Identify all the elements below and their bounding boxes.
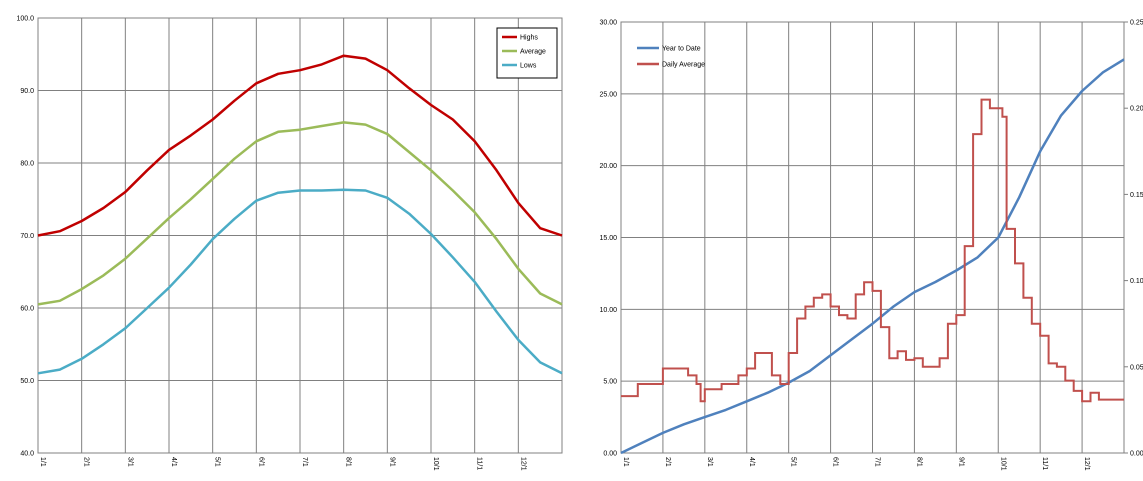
x-tick-label: 5/1 — [214, 457, 221, 467]
chart-right-svg: 0.00 5.00 10.00 15.00 20.00 25.00 30.00 0.00 0.0… — [599, 20, 1143, 471]
y2-tick-label: 0.10 — [1130, 278, 1143, 285]
x-tick-label: 7/1 — [874, 457, 881, 467]
y-tick-label: 30.00 — [599, 20, 617, 27]
series-line-year-to-date — [620, 58, 1125, 455]
x-tick-label: 4/1 — [748, 457, 755, 467]
y-tick-label: 20.00 — [599, 163, 617, 170]
y-tick-label: 80.0 — [20, 161, 34, 168]
y-tick-label: 5.00 — [603, 379, 617, 386]
legend-label-year-to-date: Year to Date — [662, 46, 701, 53]
x-tick-label: 4/1 — [170, 457, 177, 467]
y-tick-label: 70.0 — [20, 233, 34, 240]
chart-left-svg: 40.0 50.0 60.0 70.0 80.0 90.0 100.0 1/1 2/1 3/1 4/… — [16, 16, 563, 471]
x-tick-label: 9/1 — [957, 457, 964, 467]
y-tick-label: 100.0 — [16, 16, 34, 23]
y-tick-label: 50.0 — [20, 378, 34, 385]
y2-tick-label: 0.20 — [1130, 106, 1143, 113]
x-tick-label: 3/1 — [126, 457, 133, 467]
series-line-average — [37, 121, 563, 306]
legend-label-lows: Lows — [520, 63, 537, 70]
chart-highs-average-lows: 40.0 50.0 60.0 70.0 80.0 90.0 100.0 1/1 2/1 3/1 4/… — [0, 0, 566, 481]
series-line-daily-average — [621, 98, 1124, 403]
y2-tick-label: 0.05 — [1130, 364, 1143, 371]
legend-label-daily-average: Daily Average — [662, 62, 705, 69]
y-tick-label: 40.0 — [20, 451, 34, 458]
x-tick-label: 3/1 — [706, 457, 713, 467]
x-tick-label: 11/1 — [476, 457, 483, 470]
y-tick-label: 90.0 — [20, 88, 34, 95]
series-line-lows — [37, 188, 563, 375]
x-tick-label: 5/1 — [790, 457, 797, 467]
x-tick-label: 8/1 — [915, 457, 922, 467]
x-tick-label: 9/1 — [388, 457, 395, 467]
x-tick-label: 8/1 — [345, 457, 352, 467]
y-tick-label: 60.0 — [20, 306, 34, 313]
legend: Highs Average Lows — [496, 27, 558, 79]
x-tick-label: 2/1 — [664, 457, 671, 467]
y-tick-label: 15.00 — [599, 235, 617, 242]
chart-year-to-date-daily-average: 0.00 5.00 10.00 15.00 20.00 25.00 30.00 0.00 0.0… — [577, 0, 1143, 481]
x-tick-label: 11/1 — [1041, 457, 1048, 470]
y2-tick-label: 0.15 — [1130, 192, 1143, 199]
y-tick-label: 10.00 — [599, 307, 617, 314]
legend-label-highs: Highs — [520, 35, 538, 42]
series-line-highs — [37, 54, 563, 237]
x-tick-label: 1/1 — [39, 457, 46, 467]
legend-label-average: Average — [520, 49, 546, 56]
x-tick-label: 12/1 — [519, 457, 526, 471]
x-tick-label: 6/1 — [257, 457, 264, 467]
y2-tick-label: 0.25 — [1130, 20, 1143, 27]
x-tick-label: 10/1 — [999, 457, 1006, 471]
x-tick-label: 2/1 — [83, 457, 90, 467]
x-tick-label: 7/1 — [301, 457, 308, 467]
x-tick-label: 6/1 — [832, 457, 839, 467]
y-tick-label: 25.00 — [599, 91, 617, 98]
y-tick-label: 0.00 — [603, 451, 617, 458]
x-tick-label: 10/1 — [432, 457, 439, 471]
y2-tick-label: 0.00 — [1130, 451, 1143, 458]
x-tick-label: 1/1 — [622, 457, 629, 467]
x-tick-label: 12/1 — [1083, 457, 1090, 471]
legend: Year to Date Daily Average — [637, 46, 705, 69]
